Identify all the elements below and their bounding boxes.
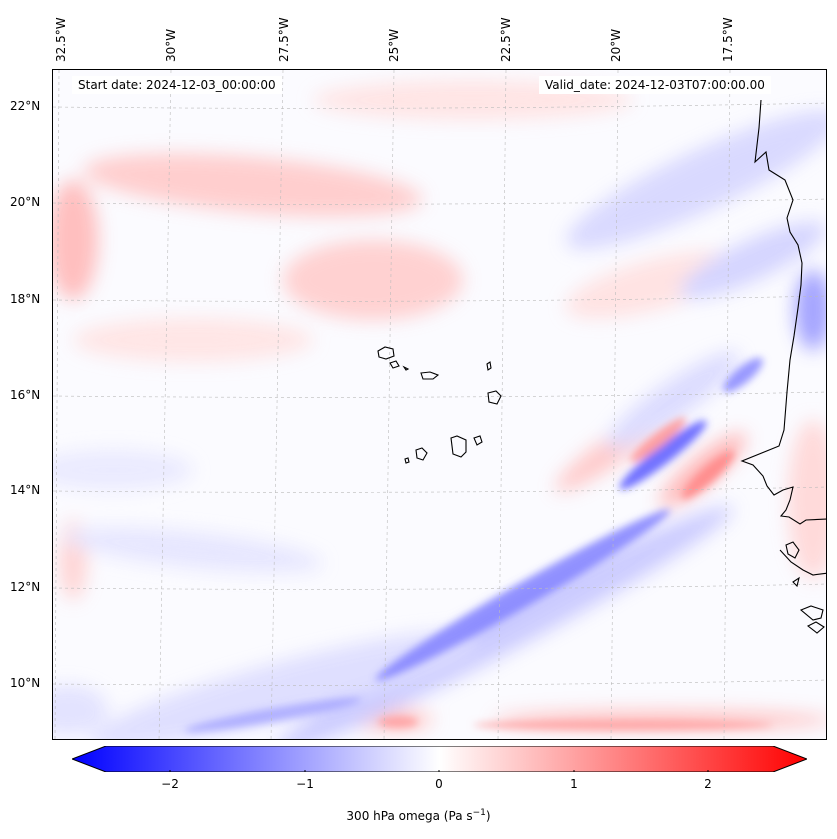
lat-label-12n: 12°N: [10, 580, 41, 594]
lat-label-10n: 10°N: [10, 676, 41, 690]
african-coastline: [740, 99, 826, 634]
lon-label-32-5w: 32.5°W: [54, 17, 68, 62]
lon-label-20w: 20°W: [609, 28, 623, 62]
cape-verde-islands: [377, 346, 502, 464]
lat-label-22n: 22°N: [10, 99, 41, 113]
colorbar-label: 300 hPa omega (Pa s−1): [0, 808, 837, 823]
omega-field-map: [53, 70, 826, 739]
omega-shading: [53, 80, 826, 739]
lon-label-25w: 25°W: [387, 28, 401, 62]
lon-label-30w: 30°W: [164, 28, 178, 62]
lon-label-27-5w: 27.5°W: [277, 17, 291, 62]
colorbar-tick-2: 2: [704, 777, 712, 791]
colorbar-label-main: 300 hPa omega (Pa s: [346, 809, 473, 823]
colorbar-tick-neg1: −1: [296, 777, 314, 791]
colorbar-label-end: ): [485, 809, 491, 823]
valid-date-label: Valid_date: 2024-12-03T07:00:00.00: [539, 76, 771, 94]
colorbar-tick-neg2: −2: [161, 777, 179, 791]
colorbar-label-exponent: −1: [472, 808, 486, 818]
lon-label-22-5w: 22.5°W: [499, 17, 513, 62]
lat-label-14n: 14°N: [10, 483, 41, 497]
colorbar-ramp: [72, 746, 807, 772]
lat-label-16n: 16°N: [10, 388, 41, 402]
start-date-label: Start date: 2024-12-03_00:00:00: [72, 76, 282, 94]
lat-label-20n: 20°N: [10, 195, 41, 209]
map-panel: [52, 69, 827, 740]
colorbar: [72, 746, 807, 772]
lon-label-17-5w: 17.5°W: [721, 17, 735, 62]
colorbar-tick-0: 0: [435, 777, 443, 791]
map-gridlines: [53, 70, 826, 739]
lat-label-18n: 18°N: [10, 292, 41, 306]
colorbar-tick-1: 1: [570, 777, 578, 791]
